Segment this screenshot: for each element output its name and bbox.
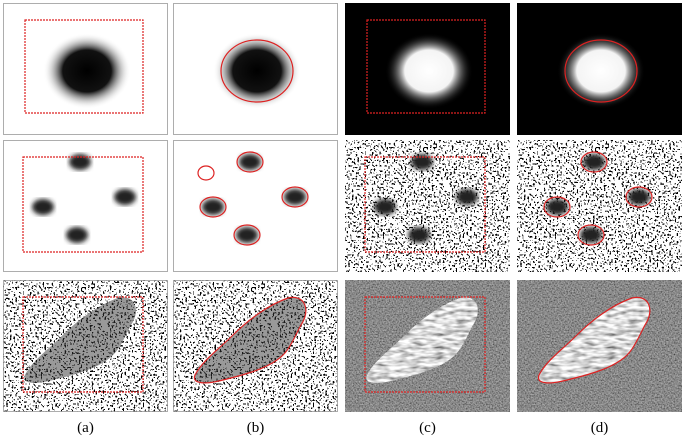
blob: [32, 199, 54, 215]
panel-border: [173, 3, 338, 135]
panel: [173, 3, 338, 135]
panel-border: [173, 280, 338, 412]
panel-content: [3, 3, 168, 135]
final-contour: [197, 165, 215, 181]
panel-border: [3, 3, 168, 135]
final-contour: [537, 296, 651, 384]
panel: [517, 280, 682, 412]
panel-content: [3, 140, 168, 272]
blob: [43, 33, 131, 109]
blob: [202, 199, 224, 215]
blob: [239, 154, 261, 170]
initial-contour: [364, 296, 486, 393]
blob: [557, 33, 645, 109]
caption: (a): [77, 420, 94, 436]
blob: [114, 189, 136, 205]
final-contour: [564, 39, 638, 103]
panel: [173, 280, 338, 412]
final-contour: [281, 186, 309, 208]
final-contour: [193, 296, 307, 384]
final-contour: [220, 39, 294, 103]
caption: (b): [247, 420, 265, 436]
blob: [408, 227, 430, 243]
panel-content: [517, 280, 682, 412]
panel-content: [345, 280, 510, 412]
final-contour: [577, 224, 605, 246]
panel-content: [3, 280, 168, 412]
caption: (c): [419, 420, 436, 436]
final-contour: [233, 224, 261, 246]
initial-contour: [364, 156, 486, 253]
blob: [580, 227, 602, 243]
panel-content: [173, 280, 338, 412]
blob: [628, 189, 650, 205]
panel-content: [345, 3, 510, 135]
panel: [3, 140, 168, 272]
initial-contour: [22, 296, 144, 393]
final-contour: [543, 196, 571, 218]
panel: [345, 140, 510, 272]
final-contour: [625, 186, 653, 208]
panel-border: [173, 140, 338, 272]
panel: [3, 280, 168, 412]
panel: [345, 3, 510, 135]
blob: [236, 227, 258, 243]
caption: (d): [591, 420, 609, 436]
panel-border: [3, 140, 168, 272]
panel-content: [345, 140, 510, 272]
blob: [213, 33, 301, 109]
final-contour: [199, 196, 227, 218]
panel-content: [173, 140, 338, 272]
blob: [69, 154, 91, 170]
panel-border: [3, 280, 168, 412]
initial-contour: [22, 156, 144, 253]
final-contour: [236, 151, 264, 173]
blob: [385, 33, 473, 109]
panel: [345, 280, 510, 412]
initial-contour: [366, 19, 486, 114]
panel: [517, 3, 682, 135]
blob: [284, 189, 306, 205]
blob: [583, 154, 605, 170]
panel-content: [517, 140, 682, 272]
blob: [456, 189, 478, 205]
panel: [517, 140, 682, 272]
panel: [173, 140, 338, 272]
blob: [66, 227, 88, 243]
final-contour: [580, 151, 608, 173]
panel-content: [517, 3, 682, 135]
initial-contour: [24, 19, 144, 114]
panel-content: [173, 3, 338, 135]
blob: [546, 199, 568, 215]
blob: [374, 199, 396, 215]
panel: [3, 3, 168, 135]
blob: [411, 154, 433, 170]
